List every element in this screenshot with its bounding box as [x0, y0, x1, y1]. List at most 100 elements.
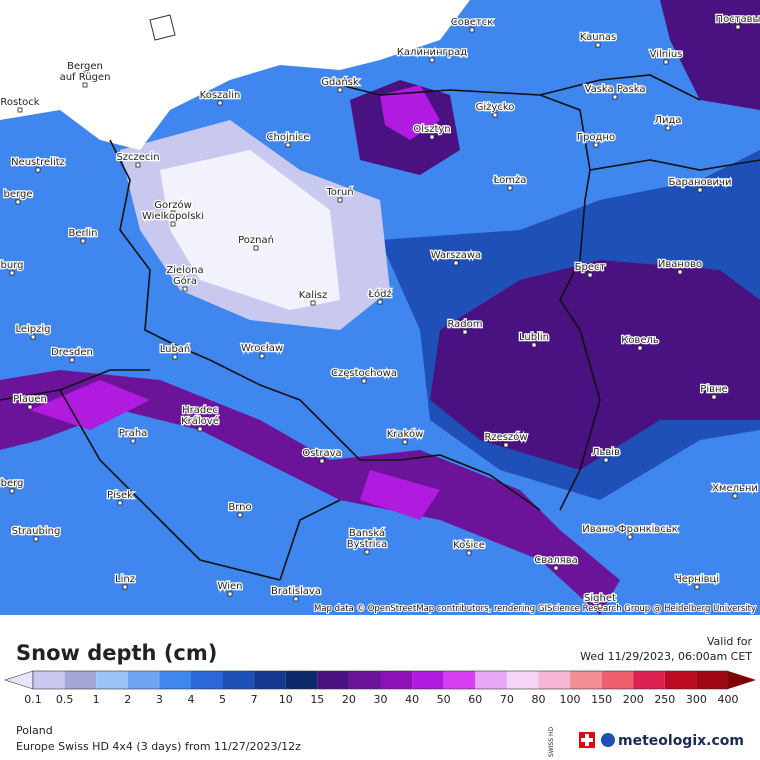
city-marker — [697, 187, 703, 193]
city-label: Poznań — [238, 234, 274, 246]
city-marker — [30, 334, 36, 340]
colorbar-tick-label: 300 — [686, 693, 707, 706]
city-marker — [217, 100, 223, 106]
city-label: Praha — [119, 428, 148, 439]
colorbar-cell — [317, 671, 349, 689]
city-label: Góra — [173, 275, 197, 287]
city-marker — [587, 272, 593, 278]
city-marker — [117, 500, 123, 506]
city-marker — [453, 260, 459, 266]
city-label: Свалява — [534, 555, 577, 566]
city-marker — [27, 404, 33, 410]
colorbar-cell — [254, 671, 286, 689]
colorbar-cell — [696, 671, 728, 689]
city-label: Gdańsk — [321, 76, 359, 88]
city-label: Linz — [115, 574, 135, 585]
valid-label: Valid for — [707, 635, 753, 648]
city-marker — [135, 162, 141, 168]
city-label: Bratislava — [271, 586, 321, 597]
city-marker — [429, 134, 435, 140]
colorbar-tick-label: 100 — [560, 693, 581, 706]
city-marker — [469, 27, 475, 33]
city-label: Поставы — [716, 14, 760, 25]
colorbar-tick-label: 7 — [251, 693, 258, 706]
city-label: Berlin — [68, 228, 97, 239]
city-marker — [80, 238, 86, 244]
valid-time: Wed 11/29/2023, 06:00am CET — [580, 650, 752, 663]
city-label: Барановичи — [669, 177, 732, 188]
city-marker — [69, 357, 75, 363]
city-marker — [364, 549, 370, 555]
colorbar-tick-label: 250 — [654, 693, 675, 706]
city-marker — [319, 458, 325, 464]
city-label: Lublin — [519, 332, 549, 343]
city-label: Plauen — [13, 394, 47, 405]
city-label: Warszawa — [431, 250, 481, 261]
city-label: Гродно — [577, 132, 615, 143]
city-marker — [17, 107, 23, 113]
city-marker — [665, 125, 671, 131]
city-label: Radom — [447, 319, 482, 330]
colorbar-tick-label: 50 — [437, 693, 451, 706]
colorbar-tick-label: 10 — [279, 693, 293, 706]
colorbar-cell — [412, 671, 444, 689]
city-label: Brno — [228, 502, 251, 513]
city-marker — [531, 342, 537, 348]
city-marker — [429, 57, 435, 63]
colorbar-cell — [222, 671, 255, 689]
city-label: Rostock — [0, 97, 39, 108]
city-label: Chojnice — [267, 132, 310, 143]
city-marker — [503, 442, 509, 448]
colorbar-cell — [601, 671, 634, 689]
city-marker — [182, 275, 188, 281]
city-label: Leipzig — [15, 324, 50, 335]
city-label: Львів — [592, 446, 620, 458]
city-marker — [182, 286, 188, 292]
city-label: Košice — [453, 539, 485, 551]
city-label: Gorzów — [154, 199, 192, 211]
city-label: Králové — [181, 415, 219, 427]
city-label: Szczecin — [116, 152, 159, 163]
city-marker — [337, 87, 343, 93]
colorbar-tick-label: 70 — [500, 693, 514, 706]
city-marker — [637, 345, 643, 351]
city-label: Калининград — [397, 47, 467, 58]
city-label: Wielkopolski — [142, 211, 204, 222]
colorbar-tick-label: 0.5 — [56, 693, 74, 706]
city-label: Straubing — [12, 526, 61, 537]
city-marker — [9, 488, 15, 494]
city-marker — [597, 603, 603, 609]
colorbar-cell — [538, 671, 571, 689]
colorbar-cell — [285, 671, 318, 689]
city-marker — [402, 439, 408, 445]
city-marker — [310, 300, 316, 306]
city-marker — [33, 536, 39, 542]
brand-logo — [601, 733, 615, 747]
city-marker — [197, 426, 203, 432]
colorbar-tick-label: 80 — [531, 693, 545, 706]
city-marker — [361, 378, 367, 384]
city-marker — [364, 538, 370, 544]
city-marker — [711, 394, 717, 400]
city-marker — [612, 94, 618, 100]
city-label: Чернівці — [675, 573, 719, 585]
city-marker — [593, 142, 599, 148]
colorbar-cell — [664, 671, 697, 689]
city-label: Kraków — [387, 428, 424, 440]
city-marker — [337, 197, 343, 203]
city-label: Písek — [107, 489, 133, 501]
city-marker — [603, 457, 609, 463]
colorbar-cell — [127, 671, 160, 689]
swiss-cross — [581, 734, 593, 746]
colorbar-cell — [159, 671, 191, 689]
attribution: Map data © OpenStreetMap contributors, r… — [314, 604, 756, 614]
city-label: Lubań — [160, 343, 191, 355]
city-label: Kaunas — [580, 32, 617, 43]
city-marker — [735, 24, 741, 30]
city-label: Rzeszów — [484, 431, 527, 443]
city-marker — [663, 59, 669, 65]
colorbar-tick-label: 3 — [156, 693, 163, 706]
city-label: Neustrelitz — [11, 157, 65, 168]
